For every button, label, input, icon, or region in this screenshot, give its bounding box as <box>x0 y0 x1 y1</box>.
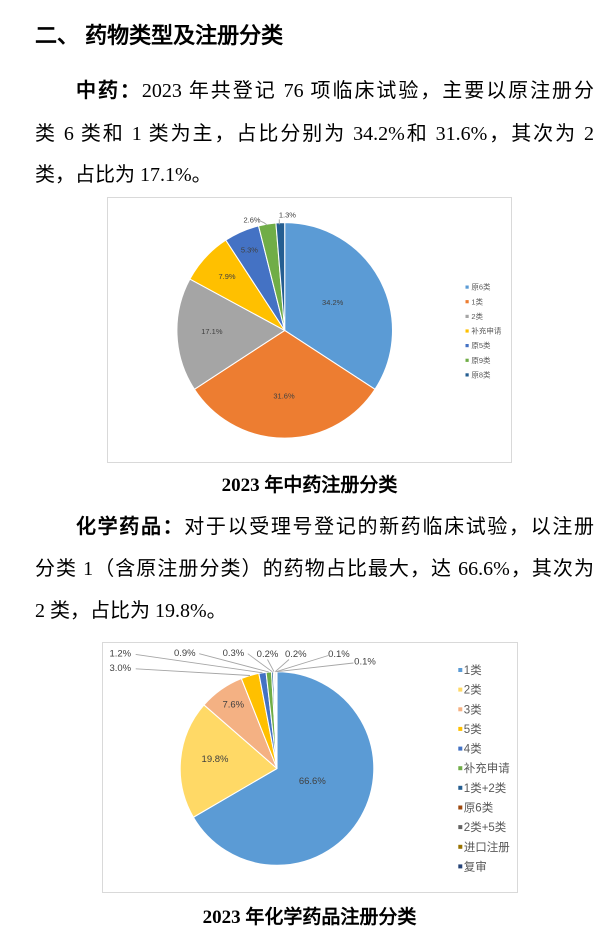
svg-text:0.1%: 0.1% <box>328 649 350 660</box>
svg-text:1类: 1类 <box>464 663 482 677</box>
svg-text:原6类: 原6类 <box>464 801 494 815</box>
svg-text:复审: 复审 <box>464 859 487 873</box>
svg-text:19.8%: 19.8% <box>202 754 229 765</box>
svg-text:3类: 3类 <box>464 702 482 716</box>
svg-text:31.6%: 31.6% <box>273 392 295 401</box>
svg-text:原5类: 原5类 <box>471 340 491 350</box>
svg-text:原9类: 原9类 <box>471 355 491 365</box>
svg-text:66.6%: 66.6% <box>299 776 326 787</box>
svg-text:0.2%: 0.2% <box>285 649 307 660</box>
svg-text:3.0%: 3.0% <box>109 663 131 674</box>
svg-text:4类: 4类 <box>464 742 482 756</box>
svg-text:进口注册: 进口注册 <box>464 840 510 854</box>
svg-text:17.1%: 17.1% <box>201 327 223 336</box>
svg-text:0.9%: 0.9% <box>174 648 196 659</box>
svg-text:7.9%: 7.9% <box>218 272 235 281</box>
svg-text:5类: 5类 <box>464 722 482 736</box>
svg-text:5.3%: 5.3% <box>241 246 258 255</box>
svg-text:34.2%: 34.2% <box>322 298 344 307</box>
svg-text:2类: 2类 <box>471 311 483 321</box>
svg-text:原8类: 原8类 <box>471 370 491 380</box>
svg-text:7.6%: 7.6% <box>222 700 244 711</box>
svg-text:2类+5类: 2类+5类 <box>464 820 507 834</box>
svg-text:0.2%: 0.2% <box>257 649 279 660</box>
svg-text:原6类: 原6类 <box>471 282 491 292</box>
svg-text:0.1%: 0.1% <box>354 657 376 668</box>
svg-text:补充申请: 补充申请 <box>464 761 510 775</box>
svg-text:1类+2类: 1类+2类 <box>464 781 507 795</box>
svg-text:1.3%: 1.3% <box>279 211 296 220</box>
svg-text:2.6%: 2.6% <box>243 215 260 224</box>
svg-text:1类: 1类 <box>471 296 483 306</box>
svg-text:0.3%: 0.3% <box>223 648 245 659</box>
svg-text:2类: 2类 <box>464 683 482 697</box>
svg-text:补充申请: 补充申请 <box>471 326 501 336</box>
svg-text:1.2%: 1.2% <box>109 649 131 660</box>
